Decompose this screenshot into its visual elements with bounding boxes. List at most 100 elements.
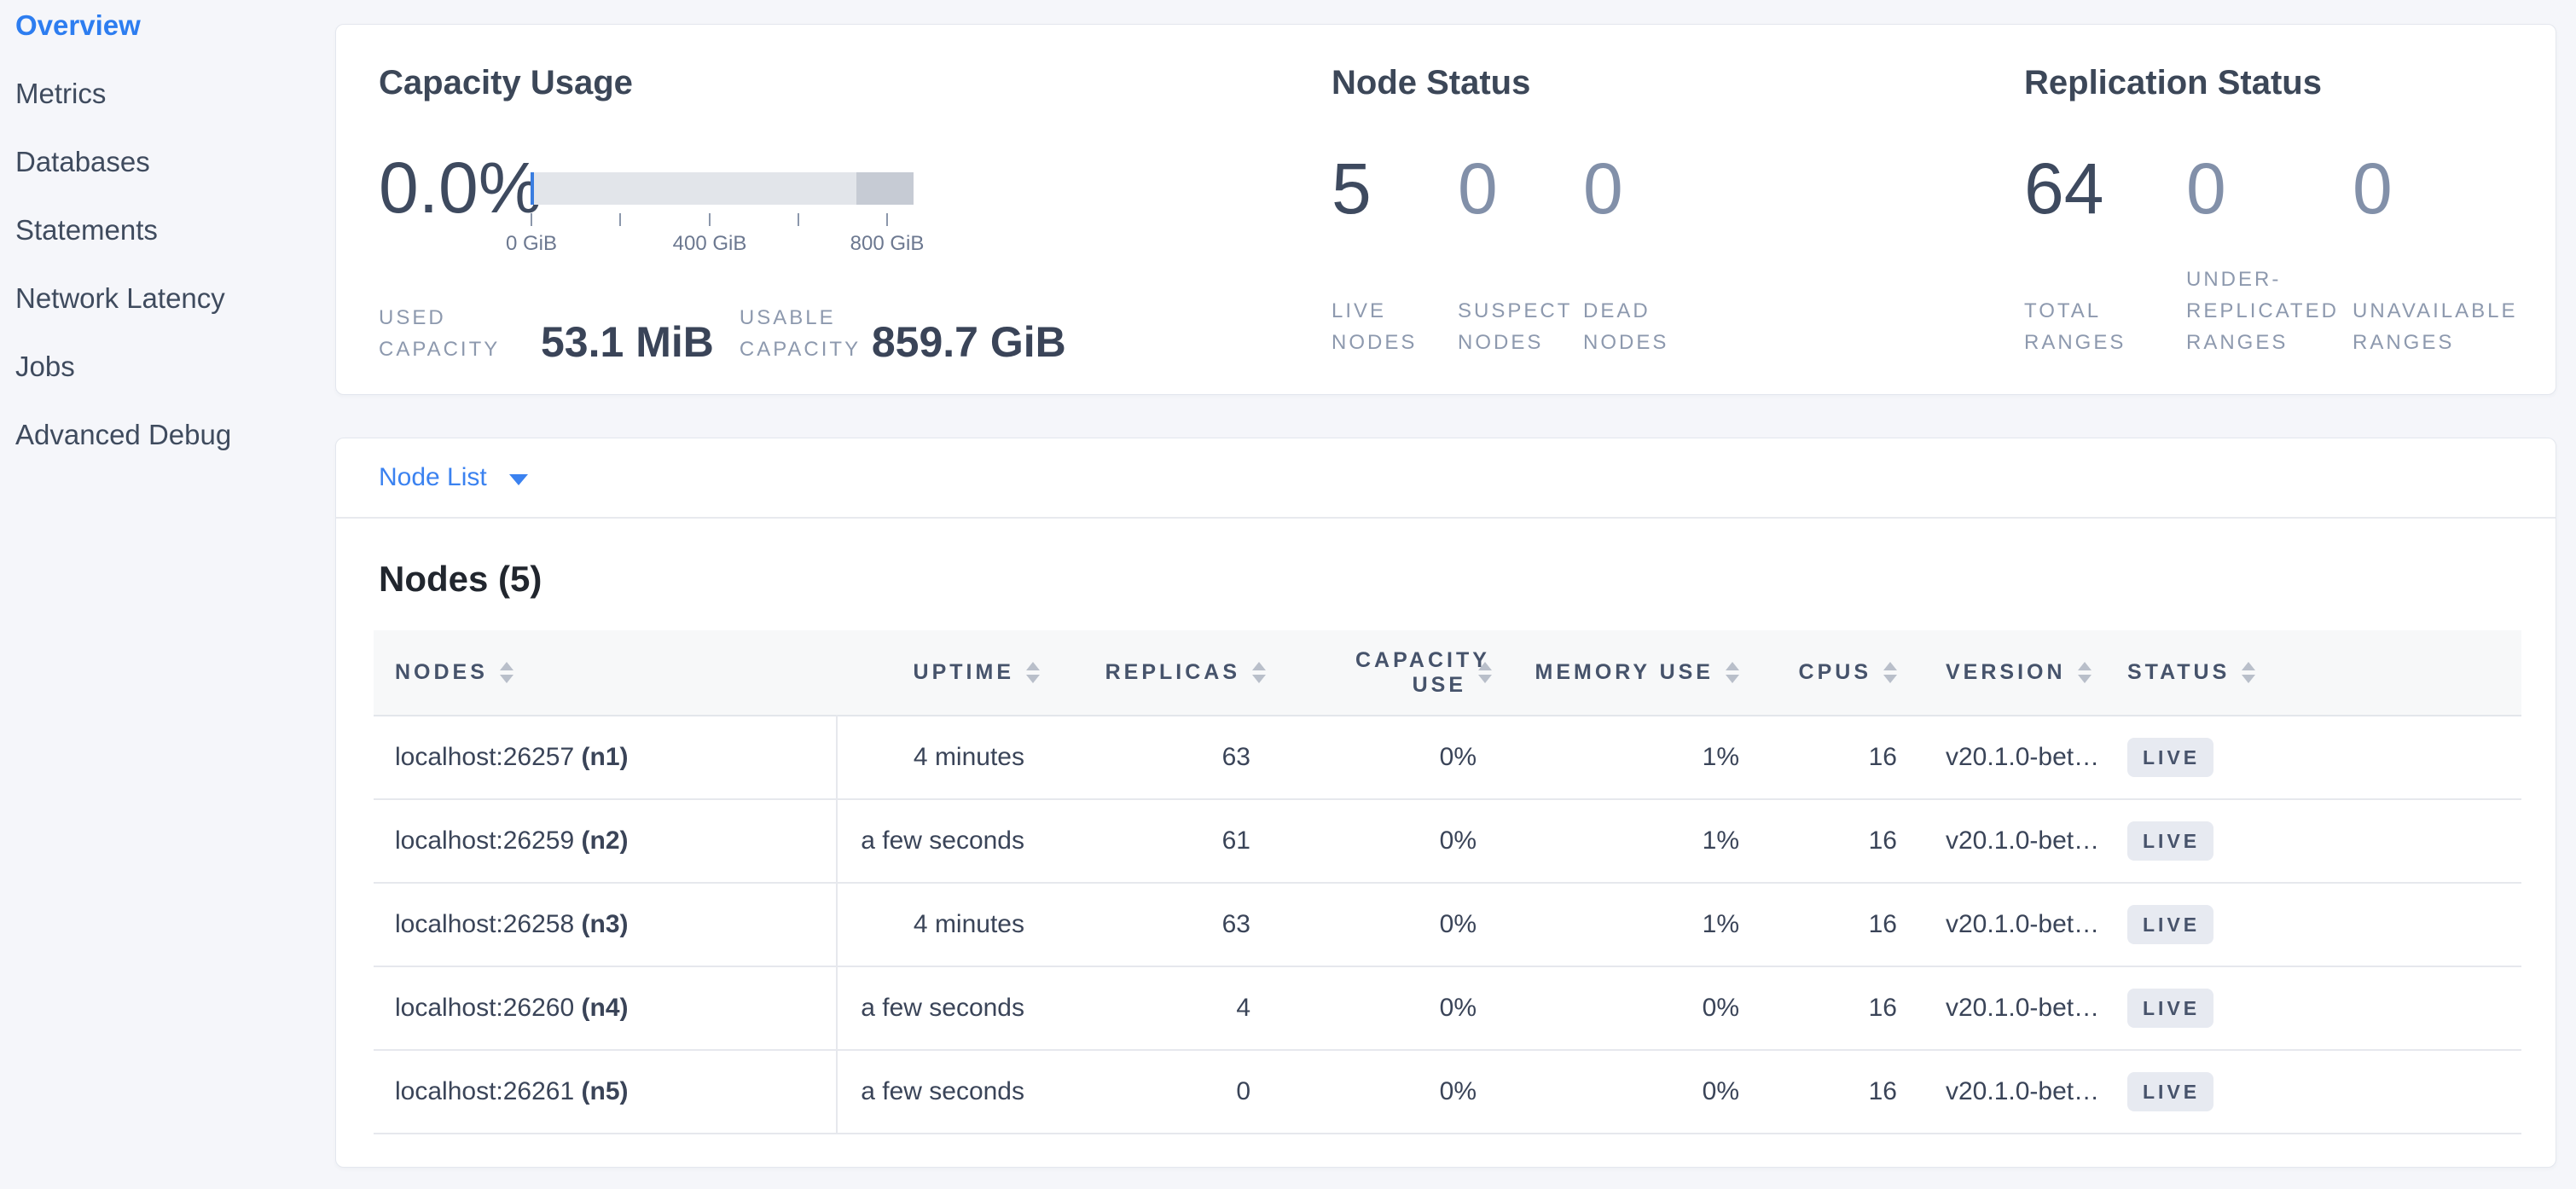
node-address-cell: localhost:26261 (n5) bbox=[374, 1050, 838, 1134]
capacity-gauge bbox=[531, 172, 914, 205]
column-header-uptime[interactable]: UPTIME bbox=[837, 630, 1050, 716]
node-status-section: Node Status 5 LIVE NODES 0 SUSPECT NODES… bbox=[1332, 63, 1728, 358]
column-header-version[interactable]: VERSION bbox=[1907, 630, 2103, 716]
replicas-cell: 63 bbox=[1050, 716, 1276, 799]
under-replicated-ranges-value: 0 bbox=[2186, 148, 2226, 229]
status-cell: LIVE bbox=[2103, 966, 2321, 1050]
sort-icon bbox=[2077, 662, 2092, 683]
capacity-use-cell: 0% bbox=[1276, 716, 1502, 799]
status-badge: LIVE bbox=[2127, 905, 2214, 944]
status-cell: LIVE bbox=[2103, 716, 2321, 799]
version-cell: v20.1.0-bet… bbox=[1907, 883, 2103, 966]
sort-icon bbox=[2242, 662, 2256, 683]
sort-icon bbox=[1026, 662, 1040, 683]
memory-use-cell: 1% bbox=[1502, 883, 1749, 966]
sort-icon bbox=[499, 662, 513, 683]
status-badge: LIVE bbox=[2127, 821, 2214, 861]
unavailable-ranges-label: UNAVAILABLE RANGES bbox=[2353, 299, 2518, 354]
replicas-cell: 63 bbox=[1050, 883, 1276, 966]
uptime-cell: a few seconds bbox=[837, 1050, 1050, 1134]
version-cell: v20.1.0-bet… bbox=[1907, 966, 2103, 1050]
replicas-cell: 4 bbox=[1050, 966, 1276, 1050]
replicas-cell: 61 bbox=[1050, 799, 1276, 883]
capacity-use-cell: 0% bbox=[1276, 883, 1502, 966]
capacity-gauge-ticks bbox=[531, 213, 914, 226]
suspect-nodes-stat: 0 SUSPECT NODES bbox=[1458, 149, 1583, 358]
node-list-dropdown[interactable]: Node List bbox=[336, 438, 2556, 519]
version-cell: v20.1.0-bet… bbox=[1907, 1050, 2103, 1134]
dead-nodes-stat: 0 DEAD NODES bbox=[1583, 149, 1728, 358]
suspect-nodes-value: 0 bbox=[1458, 148, 1498, 229]
under-replicated-ranges-label: UNDER-REPLICATED RANGES bbox=[2186, 268, 2339, 354]
suspect-nodes-label: SUSPECT NODES bbox=[1458, 299, 1572, 354]
table-row: localhost:26259 (n2) a few seconds 61 0%… bbox=[374, 799, 2521, 883]
capacity-used-percent: 0.0% bbox=[379, 148, 542, 228]
node-list-card: Node List Nodes (5) NODES UPTIME REPLICA… bbox=[335, 438, 2556, 1168]
live-nodes-stat: 5 LIVE NODES bbox=[1332, 149, 1458, 358]
memory-use-cell: 0% bbox=[1502, 966, 1749, 1050]
table-row: localhost:26258 (n3) 4 minutes 63 0% 1% … bbox=[374, 883, 2521, 966]
sidebar-item-overview[interactable]: Overview bbox=[15, 9, 141, 41]
cpus-cell: 16 bbox=[1749, 966, 1907, 1050]
capacity-use-cell: 0% bbox=[1276, 1050, 1502, 1134]
sort-icon bbox=[1252, 662, 1266, 683]
memory-use-cell: 0% bbox=[1502, 1050, 1749, 1134]
cpus-cell: 16 bbox=[1749, 883, 1907, 966]
uptime-cell: 4 minutes bbox=[837, 716, 1050, 799]
capacity-stats: USED CAPACITY 53.1 MiB USABLE CAPACITY 8… bbox=[379, 302, 1066, 365]
capacity-usage-section: Capacity Usage 0.0% 0 GiB 400 GiB 800 Gi… bbox=[379, 63, 1066, 365]
status-badge: LIVE bbox=[2127, 989, 2214, 1028]
sidebar-item-jobs[interactable]: Jobs bbox=[15, 351, 75, 382]
unavailable-ranges-stat: 0 UNAVAILABLE RANGES bbox=[2353, 149, 2557, 358]
uptime-cell: a few seconds bbox=[837, 966, 1050, 1050]
sidebar: Overview Metrics Databases Statements Ne… bbox=[0, 0, 333, 469]
replication-status-title: Replication Status bbox=[2024, 64, 2322, 102]
table-row: localhost:26260 (n4) a few seconds 4 0% … bbox=[374, 966, 2521, 1050]
memory-use-cell: 1% bbox=[1502, 799, 1749, 883]
cluster-summary-card: Capacity Usage 0.0% 0 GiB 400 GiB 800 Gi… bbox=[335, 24, 2556, 395]
cpus-cell: 16 bbox=[1749, 1050, 1907, 1134]
sidebar-item-advanced-debug[interactable]: Advanced Debug bbox=[15, 419, 232, 450]
table-row: localhost:26257 (n1) 4 minutes 63 0% 1% … bbox=[374, 716, 2521, 799]
node-address-cell: localhost:26257 (n1) bbox=[374, 716, 838, 799]
unavailable-ranges-value: 0 bbox=[2353, 148, 2393, 229]
uptime-cell: a few seconds bbox=[837, 799, 1050, 883]
axis-label-400gib: 400 GiB bbox=[672, 232, 747, 255]
column-header-memory-use[interactable]: MEMORY USE bbox=[1502, 630, 1749, 716]
usable-capacity-label: USABLE CAPACITY bbox=[739, 306, 862, 361]
column-header-nodes[interactable]: NODES bbox=[374, 630, 837, 716]
sidebar-item-network-latency[interactable]: Network Latency bbox=[15, 282, 225, 314]
axis-label-0gib: 0 GiB bbox=[505, 232, 558, 255]
sidebar-item-databases[interactable]: Databases bbox=[15, 146, 150, 177]
column-header-capacity-use[interactable]: CAPACITY USE bbox=[1276, 630, 1502, 716]
sidebar-item-statements[interactable]: Statements bbox=[15, 214, 158, 246]
table-row: localhost:26261 (n5) a few seconds 0 0% … bbox=[374, 1050, 2521, 1134]
total-ranges-label: TOTAL RANGES bbox=[2024, 299, 2126, 354]
node-address-cell: localhost:26260 (n4) bbox=[374, 966, 838, 1050]
status-badge: LIVE bbox=[2127, 738, 2214, 777]
column-header-replicas[interactable]: REPLICAS bbox=[1050, 630, 1276, 716]
sort-icon bbox=[1726, 662, 1739, 683]
capacity-usage-title: Capacity Usage bbox=[379, 64, 633, 102]
live-nodes-value: 5 bbox=[1332, 148, 1372, 229]
replicas-cell: 0 bbox=[1050, 1050, 1276, 1134]
used-capacity-value: 53.1 MiB bbox=[541, 318, 714, 366]
dead-nodes-label: DEAD NODES bbox=[1583, 299, 1669, 354]
chevron-down-icon bbox=[508, 473, 528, 485]
table-header-row: NODES UPTIME REPLICAS CAPACITY USE MEMOR… bbox=[374, 630, 2521, 716]
sort-icon bbox=[1478, 662, 1492, 683]
column-header-cpus[interactable]: CPUS bbox=[1749, 630, 1907, 716]
dead-nodes-value: 0 bbox=[1583, 148, 1623, 229]
nodes-count-heading: Nodes (5) bbox=[379, 559, 542, 599]
status-cell: LIVE bbox=[2103, 799, 2321, 883]
capacity-gauge-reserved-segment bbox=[856, 172, 914, 205]
status-cell: LIVE bbox=[2103, 883, 2321, 966]
memory-use-cell: 1% bbox=[1502, 716, 1749, 799]
capacity-use-cell: 0% bbox=[1276, 799, 1502, 883]
column-header-status[interactable]: STATUS bbox=[2103, 630, 2321, 716]
uptime-cell: 4 minutes bbox=[837, 883, 1050, 966]
sidebar-item-metrics[interactable]: Metrics bbox=[15, 78, 107, 109]
live-nodes-label: LIVE NODES bbox=[1332, 299, 1418, 354]
version-cell: v20.1.0-bet… bbox=[1907, 799, 2103, 883]
node-list-dropdown-label[interactable]: Node List bbox=[379, 463, 487, 491]
